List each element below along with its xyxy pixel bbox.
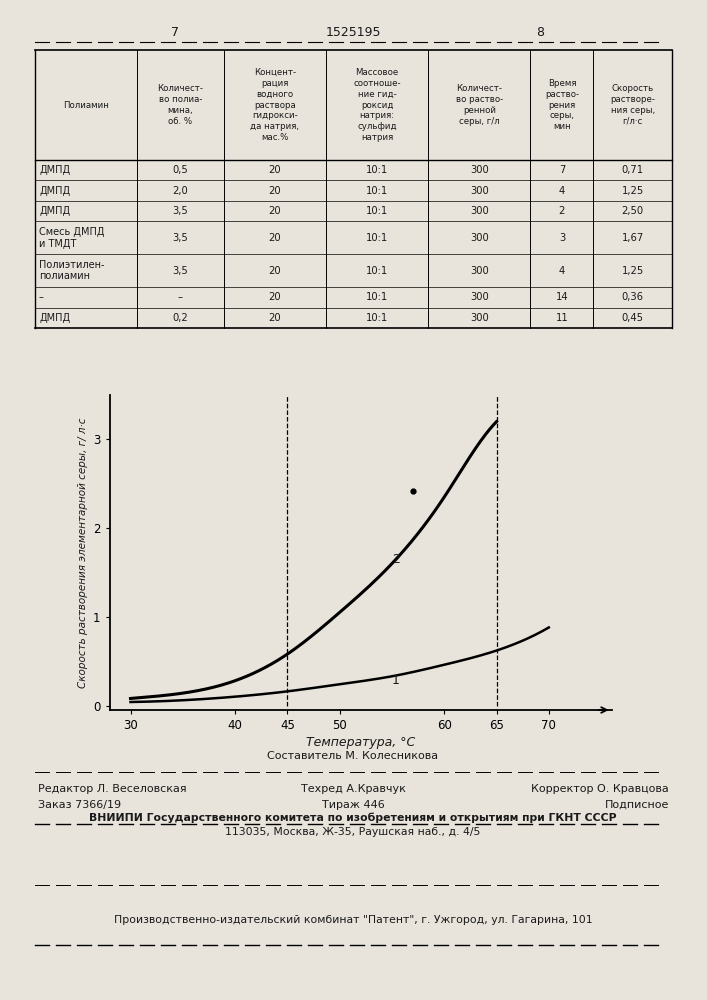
Text: 20: 20 xyxy=(269,266,281,276)
Text: 8: 8 xyxy=(536,25,544,38)
Y-axis label: Скорость растворения элементарной серы, г/ л·с: Скорость растворения элементарной серы, … xyxy=(78,417,88,688)
Text: 4: 4 xyxy=(559,266,565,276)
Text: 1: 1 xyxy=(392,674,400,687)
Text: 14: 14 xyxy=(556,292,568,302)
Text: Заказ 7366/19: Заказ 7366/19 xyxy=(38,800,121,810)
Text: ВНИИПИ Государственного комитета по изобретениям и открытиям при ГКНТ СССР: ВНИИПИ Государственного комитета по изоб… xyxy=(89,813,617,823)
Text: Массовое
соотноше-
ние гид-
роксид
натрия:
сульфид
натрия: Массовое соотноше- ние гид- роксид натри… xyxy=(354,68,401,142)
Text: Производственно-издательский комбинат "Патент", г. Ужгород, ул. Гагарина, 101: Производственно-издательский комбинат "П… xyxy=(114,915,592,925)
Text: 2,0: 2,0 xyxy=(173,186,188,196)
Text: –: – xyxy=(39,292,44,302)
Text: 0,36: 0,36 xyxy=(621,292,643,302)
Text: 113035, Москва, Ж-35, Раушская наб., д. 4/5: 113035, Москва, Ж-35, Раушская наб., д. … xyxy=(226,827,481,837)
Text: Редактор Л. Веселовская: Редактор Л. Веселовская xyxy=(38,784,187,794)
Text: 20: 20 xyxy=(269,292,281,302)
Text: 2: 2 xyxy=(392,553,400,566)
Text: ДМПД: ДМПД xyxy=(39,313,70,323)
Text: 10:1: 10:1 xyxy=(366,266,388,276)
Text: 7: 7 xyxy=(559,165,565,175)
Text: Полиэтилен-
полиамин: Полиэтилен- полиамин xyxy=(39,260,105,281)
Text: 20: 20 xyxy=(269,186,281,196)
Text: Время
раство-
рения
серы,
мин: Время раство- рения серы, мин xyxy=(545,79,579,131)
Text: Корректор О. Кравцова: Корректор О. Кравцова xyxy=(531,784,669,794)
Text: 10:1: 10:1 xyxy=(366,233,388,243)
Text: Скорость
растворе-
ния серы,
г/л·с: Скорость растворе- ния серы, г/л·с xyxy=(610,84,655,126)
Text: 300: 300 xyxy=(470,233,489,243)
Text: 10:1: 10:1 xyxy=(366,292,388,302)
Text: 20: 20 xyxy=(269,313,281,323)
Text: ДМПД: ДМПД xyxy=(39,186,70,196)
Text: Количест-
во раство-
ренной
серы, г/л: Количест- во раство- ренной серы, г/л xyxy=(456,84,503,126)
Text: ДМПД: ДМПД xyxy=(39,165,70,175)
Text: 20: 20 xyxy=(269,165,281,175)
Text: 300: 300 xyxy=(470,165,489,175)
Text: 20: 20 xyxy=(269,206,281,216)
Text: 2,50: 2,50 xyxy=(621,206,644,216)
Text: 300: 300 xyxy=(470,206,489,216)
Text: Количест-
во полиа-
мина,
об. %: Количест- во полиа- мина, об. % xyxy=(158,84,204,126)
Text: 3,5: 3,5 xyxy=(173,233,188,243)
Text: ДМПД: ДМПД xyxy=(39,206,70,216)
Text: 3,5: 3,5 xyxy=(173,266,188,276)
Text: 3,5: 3,5 xyxy=(173,206,188,216)
Text: 10:1: 10:1 xyxy=(366,206,388,216)
Text: Подписное: Подписное xyxy=(604,800,669,810)
Text: 2: 2 xyxy=(559,206,565,216)
Text: 300: 300 xyxy=(470,186,489,196)
Text: Тираж 446: Тираж 446 xyxy=(322,800,385,810)
Text: 4: 4 xyxy=(559,186,565,196)
Text: Составитель М. Колесникова: Составитель М. Колесникова xyxy=(267,751,438,761)
Text: Техред А.Кравчук: Техред А.Кравчук xyxy=(300,784,405,794)
Text: Полиамин: Полиамин xyxy=(63,101,109,109)
Text: 0,45: 0,45 xyxy=(621,313,643,323)
Text: 300: 300 xyxy=(470,266,489,276)
Text: 1525195: 1525195 xyxy=(325,25,381,38)
Text: 10:1: 10:1 xyxy=(366,313,388,323)
Text: 1,25: 1,25 xyxy=(621,186,644,196)
Text: 0,2: 0,2 xyxy=(173,313,188,323)
Text: 1,67: 1,67 xyxy=(621,233,644,243)
Text: –: – xyxy=(178,292,183,302)
Text: Концент-
рация
водного
раствора
гидрокси-
да натрия,
мас.%: Концент- рация водного раствора гидрокси… xyxy=(250,68,299,142)
Text: 10:1: 10:1 xyxy=(366,186,388,196)
Text: 0,5: 0,5 xyxy=(173,165,188,175)
Text: 11: 11 xyxy=(556,313,568,323)
X-axis label: Температура, °С: Температура, °С xyxy=(306,736,415,749)
Text: 300: 300 xyxy=(470,313,489,323)
Text: 1,25: 1,25 xyxy=(621,266,644,276)
Text: 300: 300 xyxy=(470,292,489,302)
Text: 20: 20 xyxy=(269,233,281,243)
Text: 3: 3 xyxy=(559,233,565,243)
Text: Смесь ДМПД
и ТМДТ: Смесь ДМПД и ТМДТ xyxy=(39,227,105,249)
Text: 0,71: 0,71 xyxy=(621,165,644,175)
Text: 7: 7 xyxy=(171,25,179,38)
Text: 10:1: 10:1 xyxy=(366,165,388,175)
